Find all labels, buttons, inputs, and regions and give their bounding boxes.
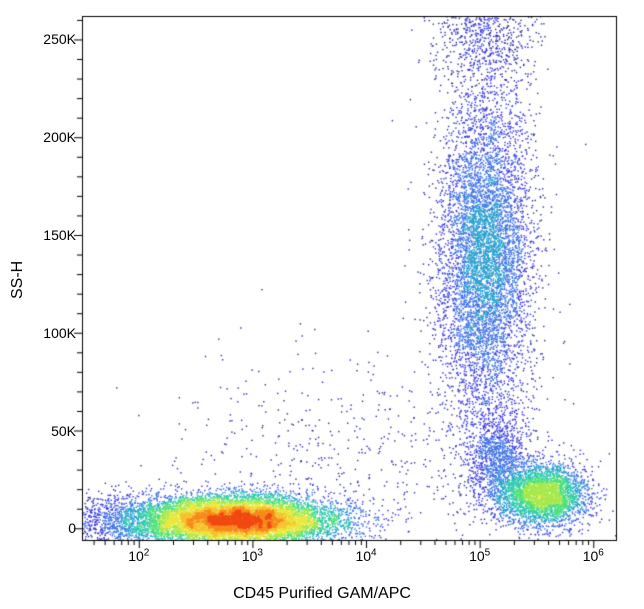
y-tick-label: 200K xyxy=(43,129,76,145)
x-tick-label: 102 xyxy=(128,548,149,564)
x-axis-label: CD45 Purified GAM/APC xyxy=(0,585,644,603)
y-tick-label: 150K xyxy=(43,227,76,243)
y-tick-label: 100K xyxy=(43,325,76,341)
x-tick-label: 106 xyxy=(583,548,604,564)
x-tick-label: 104 xyxy=(355,548,376,564)
y-tick-label: 50K xyxy=(51,423,76,439)
y-tick-label: 250K xyxy=(43,31,76,47)
y-tick-label: 0 xyxy=(68,520,76,536)
x-tick-label: 105 xyxy=(469,548,490,564)
y-axis-label: SS-H xyxy=(6,0,30,560)
flow-cytometry-density-plot xyxy=(0,0,644,609)
x-tick-label: 103 xyxy=(242,548,263,564)
